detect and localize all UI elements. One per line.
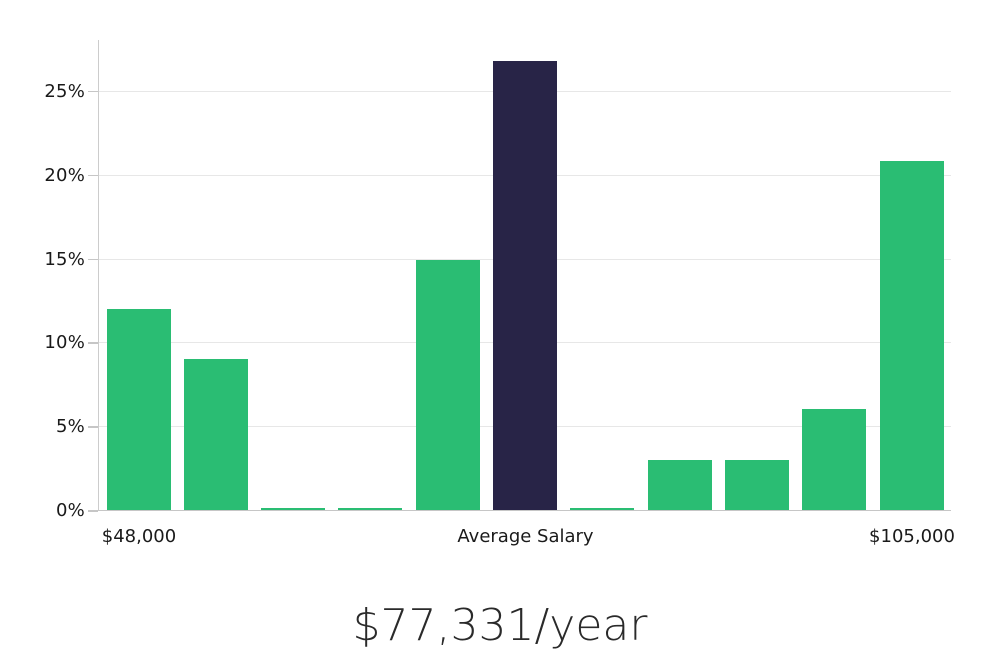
salary-bin-bar	[415, 260, 480, 510]
average-salary-bar	[493, 61, 557, 510]
ytick-label-5%: 5%	[56, 416, 85, 438]
salary-bin-bar	[570, 508, 635, 510]
ytick-mark-15%	[88, 258, 98, 261]
ytick-label-10%: 10%	[44, 332, 85, 354]
average-salary-title: $77,331/year	[352, 600, 648, 651]
salary-bin-bar	[261, 508, 326, 510]
salary-bin-bar	[879, 161, 944, 510]
ytick-mark-5%	[88, 426, 98, 428]
ytick-mark-20%	[88, 174, 98, 177]
plot-area	[98, 40, 951, 511]
ytick-label-25%: 25%	[44, 80, 85, 102]
salary-distribution-chart: 0% 5% 10% 15% 20% 25% $48,000 Average Salary $10…	[44, 40, 955, 547]
ytick-label-0%: 0%	[56, 500, 85, 521]
xtick-label: Average Salary	[457, 526, 594, 547]
salary-bin-bar	[647, 460, 712, 510]
xtick-label: $48,000	[101, 526, 177, 547]
ytick-label-15%: 15%	[44, 248, 85, 270]
ytick-mark-25%	[88, 90, 98, 93]
ytick-label-20%: 20%	[44, 164, 85, 186]
salary-bin-bar	[724, 460, 789, 510]
salary-bin-bar	[338, 508, 403, 510]
xtick-label: $105,000	[869, 526, 955, 547]
ytick-mark-10%	[88, 342, 98, 344]
ytick-mark-0%	[88, 510, 98, 512]
salary-bin-bar	[106, 309, 171, 510]
salary-bin-bar	[183, 359, 248, 510]
salary-bin-bar	[802, 409, 867, 510]
